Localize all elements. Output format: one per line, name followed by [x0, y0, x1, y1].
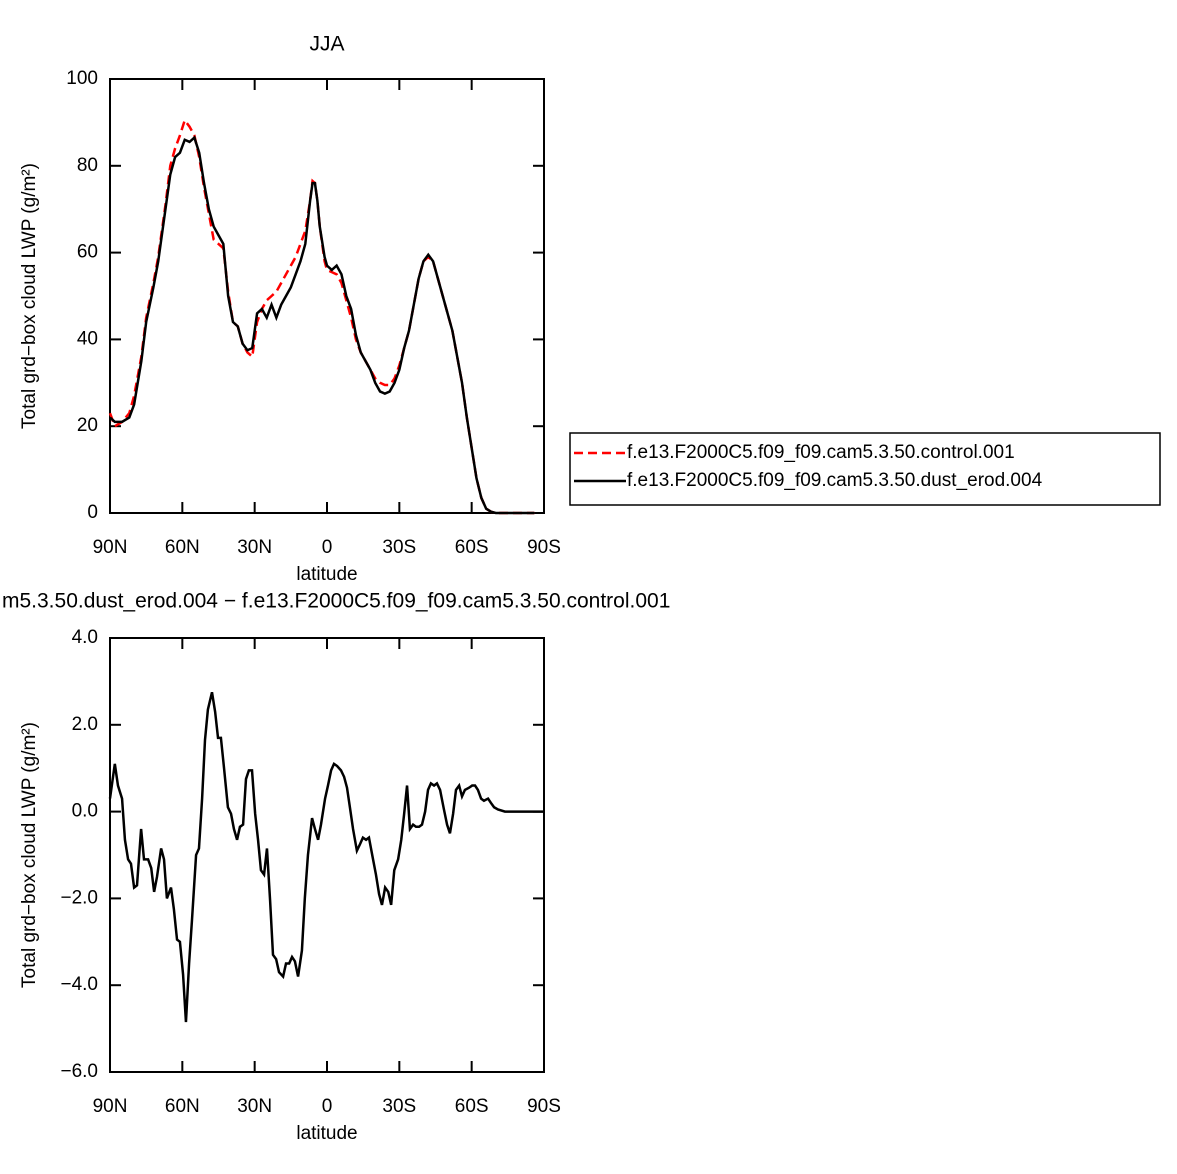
x-tick-label: 30N: [237, 537, 272, 558]
x-tick-label: 90N: [93, 1096, 128, 1117]
y-tick-label: 40: [77, 328, 98, 349]
x-axis-label: latitude: [296, 1123, 357, 1144]
y-axis-label: Total grd−box cloud LWP (g/m²): [19, 163, 40, 429]
x-tick-label: 0: [322, 1096, 333, 1117]
x-axis-label: latitude: [296, 564, 357, 585]
y-tick-label: −2.0: [60, 887, 98, 908]
x-tick-label: 60N: [165, 1096, 200, 1117]
x-tick-label: 90S: [527, 1096, 561, 1117]
y-tick-label: 20: [77, 415, 98, 436]
x-tick-label: 30S: [382, 537, 416, 558]
x-tick-label: 30S: [382, 1096, 416, 1117]
y-tick-label: 2.0: [72, 714, 98, 735]
legend-box: [569, 432, 1161, 506]
x-tick-label: 60N: [165, 537, 200, 558]
y-axis-label: Total grd−box cloud LWP (g/m²): [19, 722, 40, 988]
data-line: [108, 691, 544, 1023]
y-tick-label: 0.0: [72, 801, 98, 822]
y-tick-label: 80: [77, 155, 98, 176]
x-tick-label: 0: [322, 537, 333, 558]
legend-label: f.e13.F2000C5.f09_f09.cam5.3.50.dust_ero…: [627, 470, 1043, 491]
x-tick-label: 30N: [237, 1096, 272, 1117]
plot-frame: [109, 78, 545, 514]
data-line: [108, 117, 535, 515]
x-tick-label: 60S: [455, 537, 489, 558]
y-tick-label: 0: [87, 502, 98, 523]
x-tick-label: 60S: [455, 1096, 489, 1117]
legend-label: f.e13.F2000C5.f09_f09.cam5.3.50.control.…: [627, 442, 1015, 463]
y-tick-label: 4.0: [72, 627, 98, 648]
y-tick-label: 60: [77, 242, 98, 263]
y-tick-label: −4.0: [60, 974, 98, 995]
chart-title: m5.3.50.dust_erod.004 − f.e13.F2000C5.f0…: [2, 590, 670, 613]
x-tick-label: 90N: [93, 537, 128, 558]
x-tick-label: 90S: [527, 537, 561, 558]
plot-frame: [109, 637, 545, 1073]
y-tick-label: 100: [66, 68, 98, 89]
y-tick-label: −6.0: [60, 1061, 98, 1082]
data-line: [109, 135, 535, 515]
chart-title: JJA: [309, 33, 344, 56]
